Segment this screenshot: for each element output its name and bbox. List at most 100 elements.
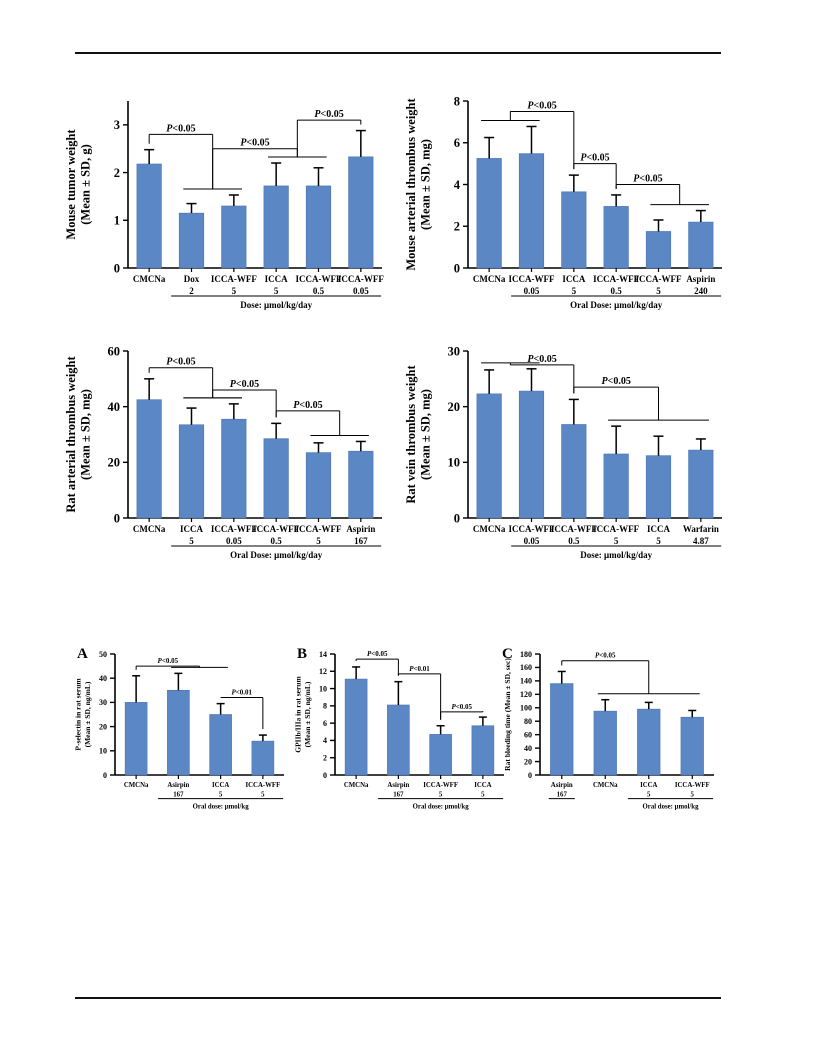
chart-rat-arterial-thrombus: Rat arterial thrombus weight (Mean ± SD, …: [64, 344, 382, 560]
bar-icca-wff-0-5: [305, 185, 332, 269]
y-axis-label: (Mean ± SD, ng/mL): [303, 681, 312, 747]
x-tick-label: Warfarin: [683, 524, 719, 534]
x-tick-label: 0.05: [226, 536, 242, 546]
x-tick-label: 167: [173, 792, 184, 799]
bar-cmcna: [476, 158, 502, 269]
y-tick-label: 0: [454, 511, 460, 525]
y-tick-label: 0: [114, 261, 120, 275]
top-rule: [75, 52, 721, 54]
y-tick-label: 40: [108, 400, 121, 414]
y-tick-label: 0: [114, 511, 120, 525]
significance-bracket: [481, 362, 575, 394]
significance-bracket: [148, 133, 242, 190]
x-tick-label: CMCNa: [593, 782, 618, 789]
x-tick-label: ICCA-WFF: [593, 274, 639, 284]
bar-icca-wff-5: [251, 740, 275, 776]
bar-asirpin-167: [387, 704, 410, 776]
chart-mouse-tumor-weight: Mouse tumor weight (Mean ± SD, g) 0 1 2 3 CMCN…: [64, 101, 384, 310]
bar-icca-5: [471, 725, 495, 776]
p-value-label: P<0.05: [527, 354, 556, 365]
bar-icca-wff-5: [645, 231, 672, 269]
x-tick-label: 0.5: [271, 536, 283, 546]
y-tick-label: 30: [99, 698, 107, 707]
x-tick-label: ICCA: [562, 274, 586, 284]
bar-icca-5: [178, 424, 205, 519]
x-tick-label: 0.5: [568, 536, 580, 546]
x-tick-label: 5: [189, 536, 194, 546]
y-axis-label: GPIIb/IIIa in rat serum: [293, 676, 302, 753]
y-tick-label: 0: [323, 771, 327, 780]
y-tick-label: 1: [114, 214, 120, 228]
y-tick-label: 8: [454, 94, 460, 108]
x-tick-label: 0.05: [524, 536, 540, 546]
y-tick-label: 20: [108, 456, 121, 470]
bar-cmcna: [136, 399, 162, 519]
y-tick-label: 30: [448, 344, 461, 358]
bar-icca-wff-5: [429, 734, 452, 776]
x-tick-label: ICCA-WFF: [246, 782, 281, 789]
y-tick-label: 40: [99, 674, 107, 683]
x-tick-label: CMCNa: [133, 524, 166, 534]
significance-bracket: [135, 665, 228, 670]
p-value-label: P<0.05: [293, 400, 322, 411]
x-tick-label: Dox: [184, 274, 200, 284]
y-tick-label: 6: [323, 719, 327, 728]
dose-label: Dose: μmol/kg/day: [580, 550, 652, 560]
x-tick-label: Asirpin: [551, 782, 573, 789]
bar-icca-wff-0-5: [603, 206, 629, 269]
x-tick-label: 4.87: [693, 536, 709, 546]
x-tick-label: 0.5: [611, 286, 623, 296]
p-value-label: P<0.05: [602, 376, 631, 387]
bar-asirpin-167: [167, 689, 190, 776]
y-tick-label: 20: [448, 400, 461, 414]
y-tick-label: 4: [323, 736, 327, 745]
x-tick-label: 5: [219, 792, 223, 799]
chart-rat-vein-thrombus: Rat vein thrombus weight (Mean ± SD, mg) 0…: [404, 344, 722, 560]
y-tick-label: 10: [319, 684, 327, 693]
p-value-label: P<0.05: [580, 153, 609, 164]
y-tick-label: 60: [524, 730, 532, 739]
x-tick-label: 5: [481, 792, 485, 799]
bar-icca-wff-0-05: [518, 390, 545, 519]
y-axis-label: P-selectin in rat serum: [73, 678, 82, 751]
significance-bracket: [561, 660, 700, 695]
y-tick-label: 180: [520, 650, 532, 659]
bar-icca-wff-5: [305, 452, 332, 519]
p-value-label: P<0.05: [166, 123, 195, 134]
bar-aspirin-167: [348, 450, 374, 519]
x-tick-label: 167: [557, 792, 568, 799]
y-axis-label: (Mean ± SD, ng/mL): [83, 681, 92, 747]
p-value-label: P<0.05: [158, 657, 179, 665]
y-tick-label: 80: [524, 717, 532, 726]
chart-p-selectin: A P-selectin in rat serum (Mean ± SD, ng/m…: [73, 646, 284, 810]
y-tick-label: 40: [524, 744, 532, 753]
x-tick-label: 5: [439, 792, 443, 799]
x-tick-label: 5: [656, 286, 661, 296]
x-tick-label: ICCA-WFF: [296, 524, 342, 534]
p-value-label: P<0.05: [314, 109, 343, 120]
x-tick-label: ICCA-WFF: [253, 524, 299, 534]
bar-icca-wff-5: [680, 716, 704, 776]
dose-label: Oral Dose: μmol/kg/day: [570, 300, 663, 310]
y-tick-label: 8: [323, 702, 327, 711]
significance-bracket: [481, 110, 575, 170]
x-tick-label: 5: [232, 286, 237, 296]
p-value-label: P<0.05: [230, 379, 259, 390]
bar-warfarin-4-87: [688, 449, 714, 519]
y-tick-label: 4: [454, 178, 461, 192]
x-tick-label: ICCA-WFF: [423, 782, 458, 789]
y-tick-label: 0: [528, 771, 532, 780]
x-tick-label: 0.5: [313, 286, 325, 296]
chart-gpiib-iiia: B GPIIb/IIIa in rat serum (Mean ± SD, ng/m…: [293, 646, 504, 810]
bar-cmcna: [136, 163, 162, 269]
y-axis-label: Mouse tumor weight: [64, 129, 78, 240]
significance-bracket: [615, 184, 709, 206]
x-tick-label: ICCA-WFF: [509, 524, 555, 534]
x-tick-label: 5: [647, 792, 651, 799]
x-tick-label: 5: [261, 792, 265, 799]
x-tick-label: CMCNa: [473, 524, 506, 534]
y-tick-label: 3: [114, 118, 120, 132]
x-tick-label: 0.05: [524, 286, 540, 296]
panel-label: A: [77, 646, 88, 662]
